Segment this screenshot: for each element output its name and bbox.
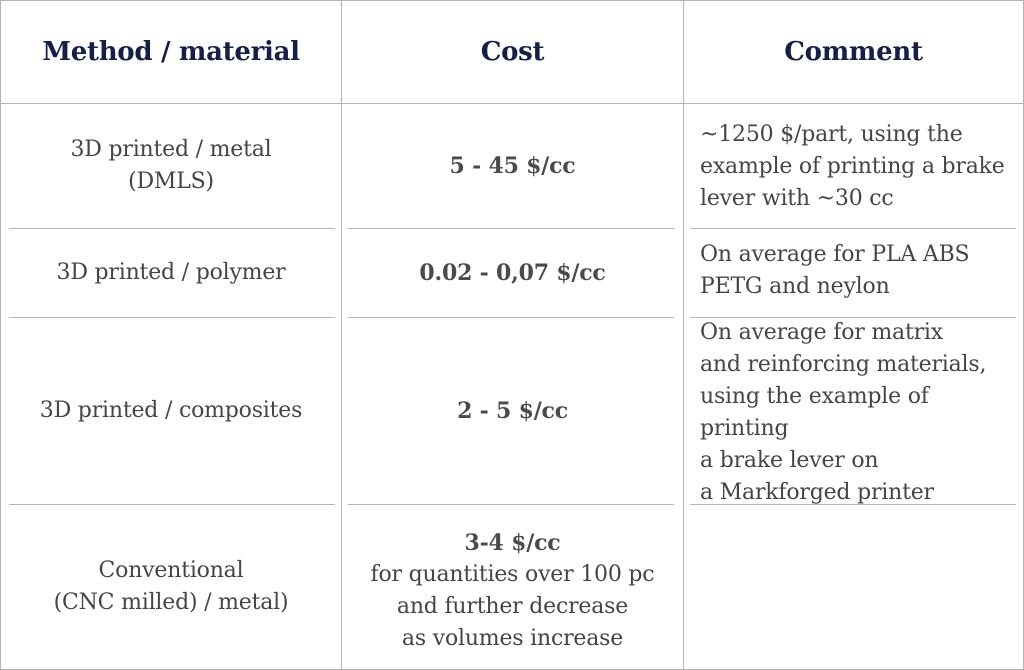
row-1-comment: ~1250 $/part, using the example of print… — [684, 104, 1023, 228]
cost-text: 5 - 45 $/cc — [449, 153, 576, 179]
comment-text: On average for PLA ABS PETG and neylon — [700, 242, 970, 299]
row-divider — [348, 504, 674, 505]
header-divider — [1, 103, 1023, 104]
cost-text: 3-4 $/cc — [464, 530, 561, 556]
row-divider — [690, 317, 1016, 318]
row-divider — [9, 317, 335, 318]
row-4-comment — [684, 505, 1023, 669]
row-2-method: 3D printed / polymer — [1, 229, 341, 317]
header-cost-label: Cost — [480, 37, 545, 67]
comment-text: On average for matrix and reinforcing ma… — [700, 320, 987, 505]
row-4-cost: 3-4 $/cc for quantities over 100 pc and … — [342, 505, 683, 669]
row-2-comment: On average for PLA ABS PETG and neylon — [684, 229, 1023, 317]
row-divider — [348, 228, 674, 229]
column-divider — [341, 1, 342, 669]
cost-text: 2 - 5 $/cc — [457, 398, 568, 424]
row-divider — [690, 228, 1016, 229]
method-text: 3D printed / polymer — [56, 260, 286, 285]
row-2-cost: 0.02 - 0,07 $/cc — [342, 229, 683, 317]
row-3-method: 3D printed / composites — [1, 318, 341, 504]
row-divider — [9, 504, 335, 505]
row-divider — [690, 504, 1016, 505]
method-text: 3D printed / composites — [39, 398, 303, 423]
method-text: Conventional (CNC milled) / metal) — [53, 558, 289, 615]
comment-text: ~1250 $/part, using the example of print… — [700, 122, 1005, 211]
row-divider — [348, 317, 674, 318]
row-1-cost: 5 - 45 $/cc — [342, 104, 683, 228]
header-method: Method / material — [1, 1, 341, 103]
cost-text: 0.02 - 0,07 $/cc — [419, 260, 606, 286]
row-3-comment: On average for matrix and reinforcing ma… — [684, 318, 1023, 505]
header-method-label: Method / material — [42, 37, 300, 67]
column-divider — [683, 1, 684, 669]
row-divider — [9, 228, 335, 229]
row-1-method: 3D printed / metal (DMLS) — [1, 104, 341, 228]
row-4-method: Conventional (CNC milled) / metal) — [1, 505, 341, 669]
method-text: 3D printed / metal (DMLS) — [70, 137, 272, 194]
cost-note-text: for quantities over 100 pc and further d… — [370, 562, 655, 651]
header-comment: Comment — [684, 1, 1023, 103]
row-3-cost: 2 - 5 $/cc — [342, 318, 683, 504]
header-comment-label: Comment — [784, 37, 923, 67]
header-cost: Cost — [342, 1, 683, 103]
